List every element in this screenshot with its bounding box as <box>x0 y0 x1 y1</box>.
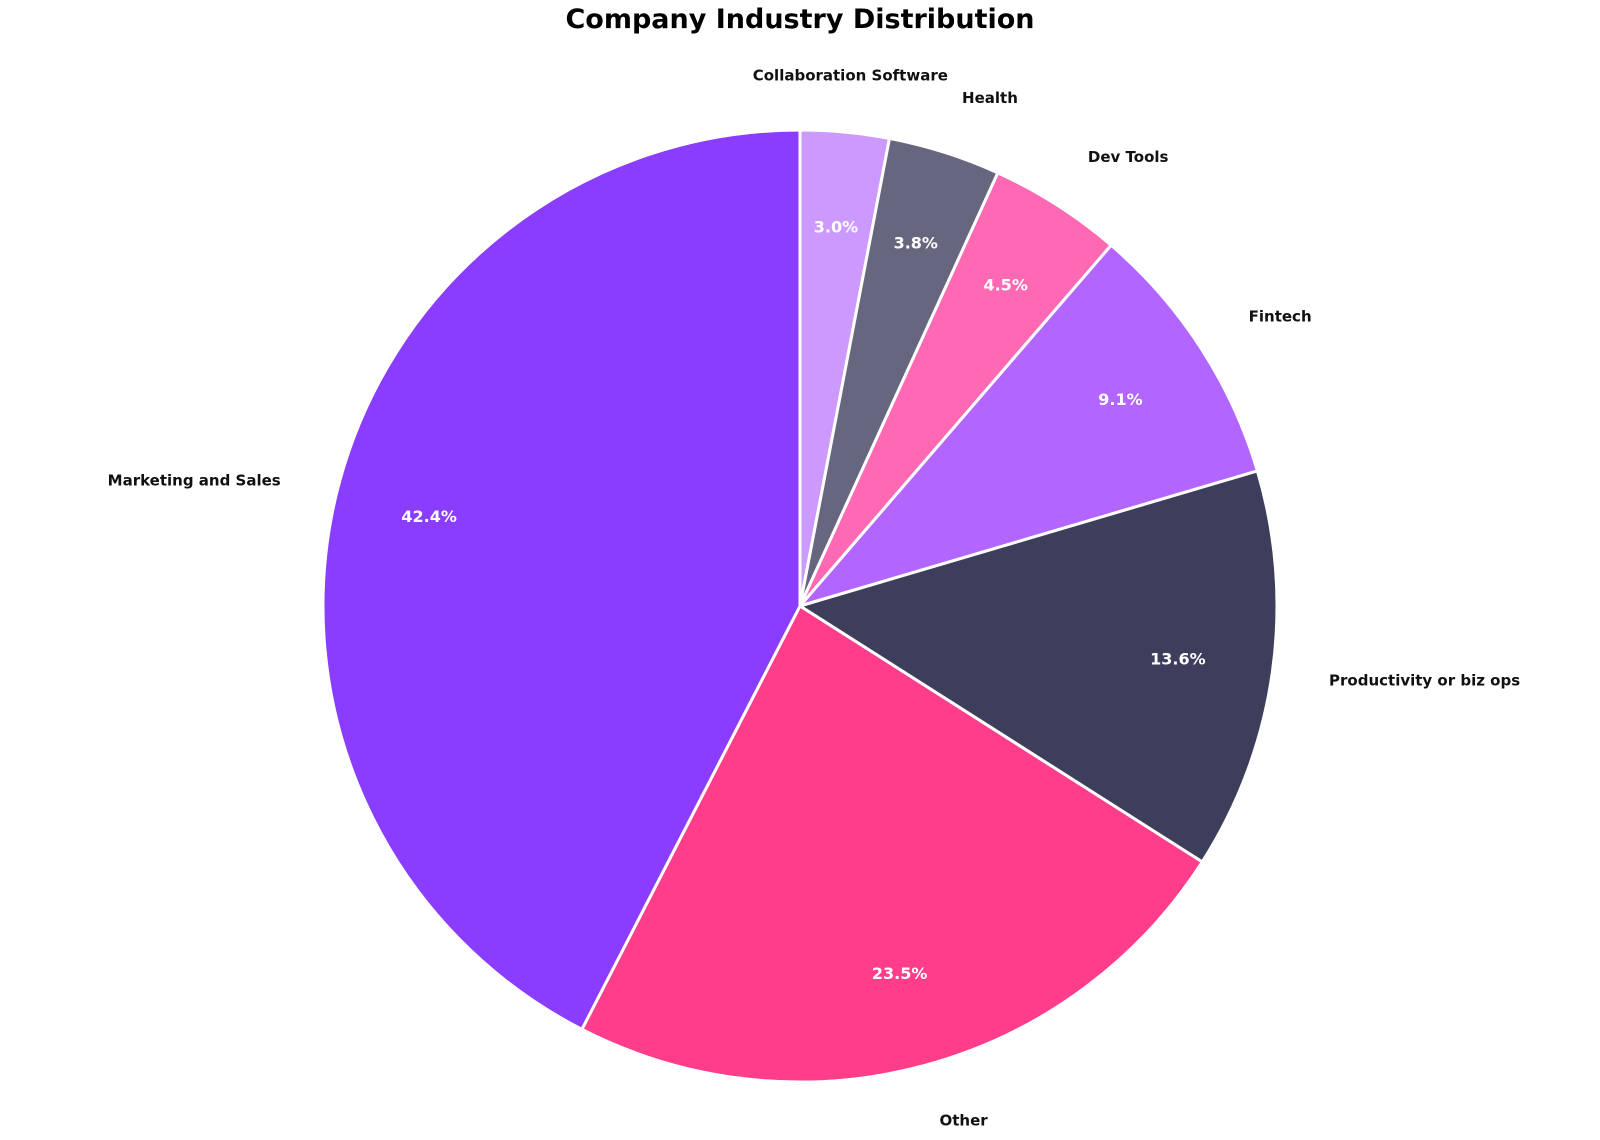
category-label-dev-tools: Dev Tools <box>1088 148 1169 166</box>
slice-productivity-or-biz-ops <box>798 469 1279 864</box>
category-label-health: Health <box>962 89 1018 107</box>
pct-label-fintech: 9.1% <box>1098 390 1142 409</box>
pct-label-collaboration-software: 3.0% <box>814 217 858 236</box>
chart-title: Company Industry Distribution <box>565 4 1035 35</box>
slice-fintech <box>798 243 1259 608</box>
pct-label-other: 23.5% <box>872 964 928 983</box>
pct-label-marketing-and-sales: 42.4% <box>401 507 457 526</box>
category-label-productivity-or-biz-ops: Productivity or biz ops <box>1329 671 1520 689</box>
pie-slices <box>321 128 1279 1084</box>
category-label-fintech: Fintech <box>1249 308 1312 326</box>
category-label-other: Other <box>939 1112 988 1130</box>
pct-label-dev-tools: 4.5% <box>983 276 1027 295</box>
slice-other <box>580 604 1204 1084</box>
pct-label-health: 3.8% <box>894 234 938 253</box>
slice-marketing-and-sales <box>321 128 802 1031</box>
category-label-collaboration-software: Collaboration Software <box>753 66 948 84</box>
pct-label-productivity-or-biz-ops: 13.6% <box>1150 650 1206 669</box>
pie-labels: 3.0% Collaboration Software 3.8% Health 4.5%… <box>108 66 1521 1129</box>
category-label-marketing-and-sales: Marketing and Sales <box>108 472 281 490</box>
